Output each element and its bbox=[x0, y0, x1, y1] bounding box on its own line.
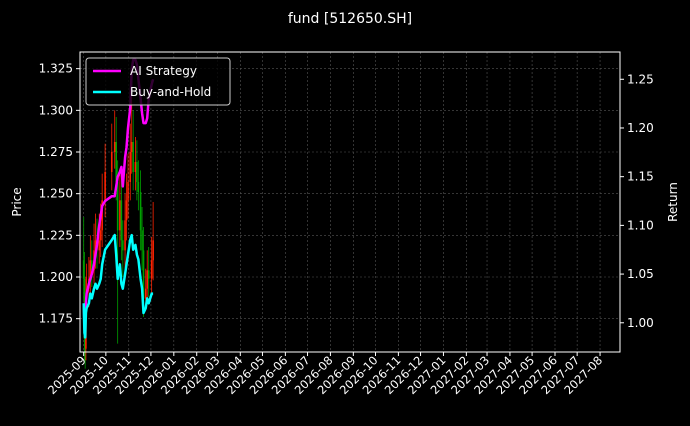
y-right-tick-label: 1.00 bbox=[627, 316, 654, 330]
candle-body bbox=[141, 230, 143, 251]
candle-body bbox=[89, 260, 92, 279]
y-left-tick-label: 1.300 bbox=[39, 103, 73, 117]
y-left-tick-label: 1.200 bbox=[39, 270, 73, 284]
y-axis-left-label: Price bbox=[10, 187, 24, 216]
y-left-tick-label: 1.325 bbox=[39, 62, 73, 76]
chart-title: fund [512650.SH] bbox=[288, 11, 412, 27]
candle-body bbox=[104, 172, 106, 201]
legend-label-bh: Buy-and-Hold bbox=[130, 85, 211, 99]
y-right-tick-label: 1.10 bbox=[627, 218, 654, 232]
candle-body bbox=[142, 250, 145, 299]
candle-body bbox=[115, 142, 117, 182]
candle-body bbox=[98, 240, 101, 251]
legend: AI Strategy Buy-and-Hold bbox=[85, 57, 231, 106]
candle-body bbox=[139, 192, 142, 231]
ai-strategy-line bbox=[82, 58, 155, 325]
candle-body bbox=[119, 200, 121, 231]
candle-body bbox=[116, 182, 119, 231]
candle-body bbox=[125, 200, 128, 221]
candle-body bbox=[136, 162, 138, 182]
candle-body bbox=[146, 270, 149, 289]
candle-body bbox=[129, 152, 132, 182]
y-axis-right-label: Return bbox=[666, 182, 680, 222]
candle-body bbox=[113, 142, 116, 152]
legend-label-ai: AI Strategy bbox=[130, 64, 197, 78]
y-right-tick-label: 1.20 bbox=[627, 121, 654, 135]
y-left-tick-label: 1.275 bbox=[39, 145, 73, 159]
candle-body bbox=[82, 260, 85, 279]
candle-body bbox=[144, 288, 147, 299]
series-lines bbox=[82, 58, 155, 339]
candle-body bbox=[130, 142, 133, 152]
candle-body bbox=[124, 220, 126, 251]
candle-body bbox=[91, 260, 93, 271]
y-left-tick-label: 1.175 bbox=[39, 312, 73, 326]
legend-box bbox=[85, 57, 231, 106]
candle-body bbox=[120, 200, 123, 241]
candle-body bbox=[110, 152, 113, 172]
buy-and-hold-line bbox=[82, 233, 154, 339]
candle-body bbox=[150, 260, 153, 279]
candle-body bbox=[147, 270, 150, 279]
candle-body bbox=[99, 230, 102, 241]
y-right-tick-label: 1.05 bbox=[627, 267, 654, 281]
candle-body bbox=[122, 240, 124, 251]
candle-body bbox=[101, 200, 103, 231]
candle-body bbox=[132, 142, 134, 172]
y-left-tick-label: 1.225 bbox=[39, 228, 73, 242]
candle-body bbox=[152, 240, 154, 261]
plot-frame bbox=[79, 51, 621, 353]
y-right-tick-label: 1.15 bbox=[627, 170, 654, 184]
candle-body bbox=[137, 182, 140, 192]
candle-body bbox=[134, 162, 137, 172]
candles bbox=[82, 90, 154, 369]
candle-body bbox=[127, 182, 129, 201]
candle-body bbox=[94, 240, 97, 251]
y-left-tick-label: 1.250 bbox=[39, 187, 73, 201]
y-right-tick-label: 1.25 bbox=[627, 72, 654, 86]
